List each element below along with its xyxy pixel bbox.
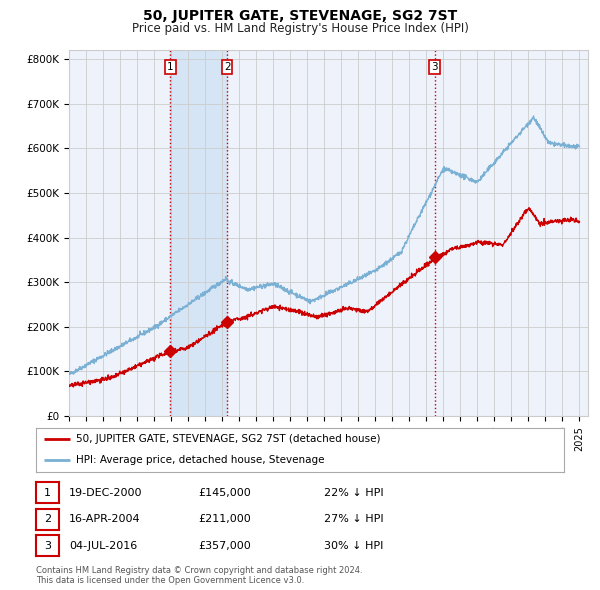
Text: 50, JUPITER GATE, STEVENAGE, SG2 7ST (detached house): 50, JUPITER GATE, STEVENAGE, SG2 7ST (de…: [76, 434, 380, 444]
Text: Price paid vs. HM Land Registry's House Price Index (HPI): Price paid vs. HM Land Registry's House …: [131, 22, 469, 35]
Text: 50, JUPITER GATE, STEVENAGE, SG2 7ST: 50, JUPITER GATE, STEVENAGE, SG2 7ST: [143, 9, 457, 23]
Text: 04-JUL-2016: 04-JUL-2016: [69, 541, 137, 550]
Text: 30% ↓ HPI: 30% ↓ HPI: [324, 541, 383, 550]
Text: Contains HM Land Registry data © Crown copyright and database right 2024.: Contains HM Land Registry data © Crown c…: [36, 566, 362, 575]
Text: £357,000: £357,000: [198, 541, 251, 550]
Text: 2: 2: [44, 514, 51, 524]
Text: 3: 3: [431, 61, 438, 71]
Text: 2: 2: [224, 61, 230, 71]
Text: 22% ↓ HPI: 22% ↓ HPI: [324, 488, 383, 497]
Text: 1: 1: [167, 61, 174, 71]
Text: 3: 3: [44, 541, 51, 550]
Text: £211,000: £211,000: [198, 514, 251, 524]
Text: 16-APR-2004: 16-APR-2004: [69, 514, 140, 524]
Text: HPI: Average price, detached house, Stevenage: HPI: Average price, detached house, Stev…: [76, 455, 324, 464]
Text: This data is licensed under the Open Government Licence v3.0.: This data is licensed under the Open Gov…: [36, 576, 304, 585]
Text: 27% ↓ HPI: 27% ↓ HPI: [324, 514, 383, 524]
Text: 19-DEC-2000: 19-DEC-2000: [69, 488, 143, 497]
Bar: [170, 50, 227, 416]
Text: 1: 1: [44, 488, 51, 497]
Text: £145,000: £145,000: [198, 488, 251, 497]
